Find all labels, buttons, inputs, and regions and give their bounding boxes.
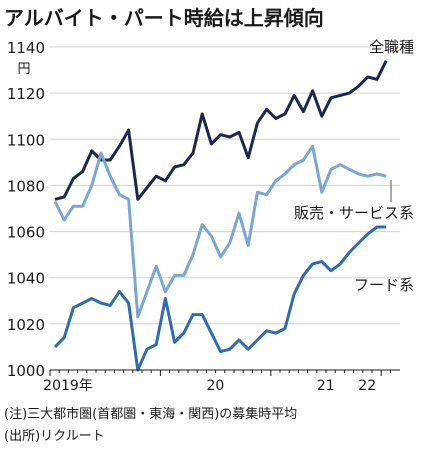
y-axis-unit: 円: [17, 62, 30, 77]
y-tick-label: 1120: [7, 85, 45, 103]
series-line-1: [53, 144, 387, 319]
y-axis-ticks: 1000 1020 1040 1060 1080 1100 1120 1140: [7, 39, 45, 380]
series-label-food: フード系: [354, 276, 414, 294]
x-tick-label: 21: [317, 378, 335, 394]
series-line-0: [54, 60, 388, 201]
y-tick-label: 1080: [7, 177, 45, 195]
x-tick-label: 22: [358, 378, 376, 394]
series-label-sales-service: 販売・サービス系: [294, 204, 414, 222]
footnote-note: (注)三大都市圏(首都圏・東海・関西)の募集時平均: [4, 406, 297, 422]
x-axis: 2019年 20 21 22: [43, 369, 400, 394]
grid-lines: [50, 46, 400, 371]
y-tick-label: 1140: [7, 39, 45, 57]
series-lines: [53, 60, 388, 372]
y-tick-label: 1060: [7, 224, 45, 242]
y-tick-label: 1020: [7, 316, 45, 334]
footnote-source: (出所)リクルート: [4, 429, 105, 444]
y-tick-label: 1000: [7, 362, 45, 380]
y-tick-label: 1100: [7, 131, 45, 149]
series-line-2: [53, 225, 387, 372]
series-label-all-jobs: 全職種: [369, 38, 414, 56]
chart-title: アルバイト・パート時給は上昇傾向: [4, 6, 324, 30]
series-labels: 全職種 販売・サービス系 フード系: [294, 38, 414, 294]
y-tick-label: 1040: [7, 270, 45, 288]
x-tick-label: 20: [206, 378, 224, 394]
x-tick-label: 2019年: [43, 378, 93, 394]
